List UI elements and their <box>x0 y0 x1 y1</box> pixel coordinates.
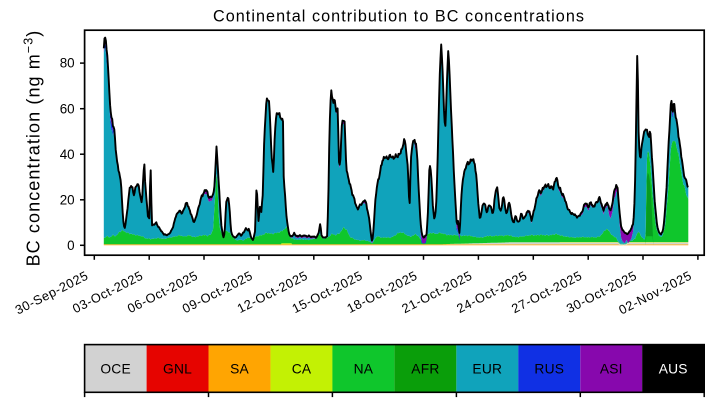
svg-text:AFR: AFR <box>411 361 439 376</box>
svg-text:GNL: GNL <box>163 361 192 376</box>
svg-text:OCE: OCE <box>100 361 131 376</box>
svg-text:60: 60 <box>60 101 75 116</box>
svg-text:RUS: RUS <box>534 361 564 376</box>
svg-text:AUS: AUS <box>659 361 688 376</box>
svg-text:SA: SA <box>230 361 249 376</box>
svg-text:BC concentration (ng m−3): BC concentration (ng m−3) <box>22 30 44 267</box>
svg-text:Continental contribution to BC: Continental contribution to BC concentra… <box>213 8 585 26</box>
svg-text:CA: CA <box>292 361 312 376</box>
svg-text:NA: NA <box>354 361 374 376</box>
svg-text:80: 80 <box>60 56 75 71</box>
svg-text:0: 0 <box>67 238 74 253</box>
svg-text:20: 20 <box>60 192 75 207</box>
svg-text:40: 40 <box>60 147 75 162</box>
svg-text:EUR: EUR <box>472 361 502 376</box>
svg-text:ASI: ASI <box>600 361 623 376</box>
